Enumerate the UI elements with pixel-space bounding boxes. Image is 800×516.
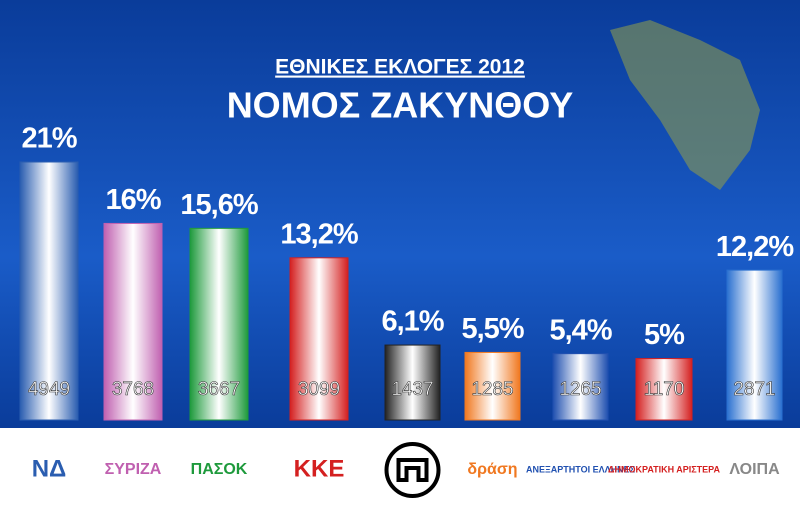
bar xyxy=(552,353,609,421)
party-emblem xyxy=(384,442,441,498)
chart-title: ΕΘΝΙΚΕΣ ΕΚΛΟΓΕΣ 2012 xyxy=(275,56,525,79)
value-label: 13,2% xyxy=(280,218,358,250)
party-label: δράση xyxy=(467,461,517,478)
bar xyxy=(464,351,521,421)
value-label: 15,6% xyxy=(180,189,258,221)
value-label: 12,2% xyxy=(716,231,794,263)
vote-count: 1265 xyxy=(559,379,601,400)
party-label: ΔΗΜΟΚΡΑΤΙΚΗ ΑΡΙΣΤΕΡΑ xyxy=(608,464,720,474)
bar xyxy=(726,269,783,421)
party-label: ΑΝΕΞΑΡΤΗΤΟΙ ΕΛΛΗΝΕΣ xyxy=(526,464,636,474)
bar xyxy=(289,257,349,421)
party-label: ΣΥΡΙΖΑ xyxy=(105,461,162,478)
bar xyxy=(19,161,79,421)
party-label: ΠΑΣΟΚ xyxy=(191,461,248,478)
value-label: 5,4% xyxy=(549,314,612,346)
vote-count: 3667 xyxy=(198,379,240,400)
bar xyxy=(189,227,249,421)
chart-subtitle: ΝΟΜΟΣ ΖΑΚΥΝΘΟΥ xyxy=(227,85,574,126)
vote-count: 3768 xyxy=(112,379,154,400)
party-emblem xyxy=(396,458,429,482)
party-label: ΚΚΕ xyxy=(294,455,345,482)
vote-count: 2871 xyxy=(733,379,775,400)
value-label: 16% xyxy=(105,184,161,216)
bar xyxy=(384,344,441,421)
vote-count: 1170 xyxy=(644,379,685,400)
value-label: 5% xyxy=(644,319,685,351)
vote-count: 4949 xyxy=(28,379,70,400)
party-label: ΛΟΙΠΑ xyxy=(729,461,780,478)
party-label: ΝΔ xyxy=(32,455,67,482)
vote-count: 1437 xyxy=(391,379,433,400)
vote-count: 1285 xyxy=(471,379,513,400)
vote-count: 3099 xyxy=(298,379,340,400)
value-label: 21% xyxy=(21,123,77,155)
value-label: 5,5% xyxy=(461,313,524,345)
bar xyxy=(635,358,693,421)
map-shape xyxy=(610,20,760,190)
bar xyxy=(103,222,163,421)
value-label: 6,1% xyxy=(381,306,444,338)
